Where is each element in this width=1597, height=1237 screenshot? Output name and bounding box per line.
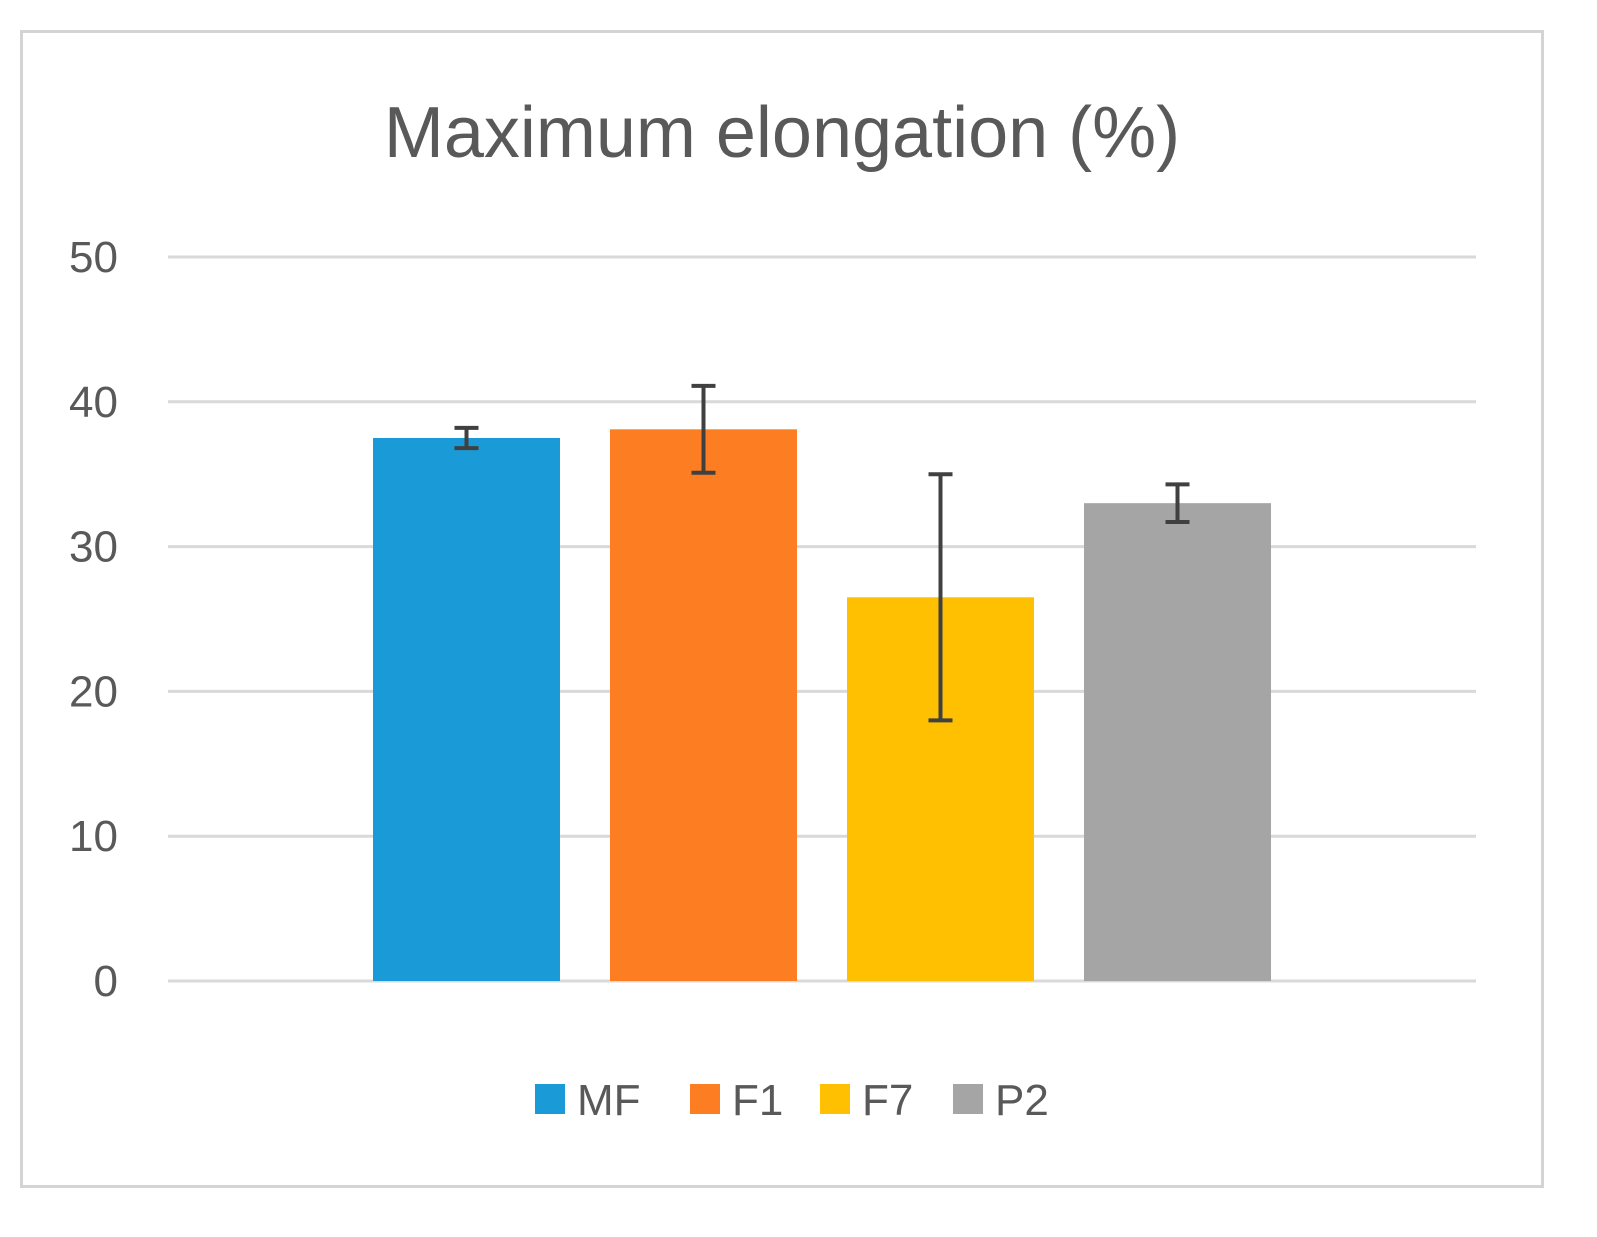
y-tick-label: 50 xyxy=(69,233,118,282)
error-bar-mf xyxy=(454,425,479,451)
legend-item-f7: F7 xyxy=(820,1076,913,1125)
y-tick-label: 20 xyxy=(69,667,118,716)
legend-item-f1: F1 xyxy=(690,1076,783,1125)
legend-swatch xyxy=(535,1084,565,1114)
error-bar-f7 xyxy=(928,472,953,723)
error-bar-f1 xyxy=(691,383,716,475)
y-tick-label: 10 xyxy=(69,812,118,861)
y-tick-label: 40 xyxy=(69,378,118,427)
legend-item-p2: P2 xyxy=(953,1076,1049,1125)
legend: MF F1 F7 P2 xyxy=(535,1076,1049,1125)
legend-swatch xyxy=(953,1084,983,1114)
y-axis-ticks: 0 10 20 30 40 50 xyxy=(69,233,118,1006)
y-tick-label: 30 xyxy=(69,523,118,572)
legend-label: F1 xyxy=(732,1076,783,1125)
bar-p2 xyxy=(1084,503,1271,981)
chart-title: Maximum elongation (%) xyxy=(384,93,1180,173)
legend-swatch xyxy=(820,1084,850,1114)
legend-label: MF xyxy=(577,1076,641,1125)
legend-label: F7 xyxy=(862,1076,913,1125)
legend-label: P2 xyxy=(995,1076,1049,1125)
gridlines xyxy=(168,255,1476,983)
legend-swatch xyxy=(690,1084,720,1114)
bars xyxy=(373,429,1271,981)
error-bar-p2 xyxy=(1165,482,1190,524)
bar-f1 xyxy=(610,429,797,981)
y-tick-label: 0 xyxy=(94,957,118,1006)
error-bars xyxy=(454,383,1190,723)
legend-item-mf: MF xyxy=(535,1076,641,1125)
bar-mf xyxy=(373,438,560,981)
